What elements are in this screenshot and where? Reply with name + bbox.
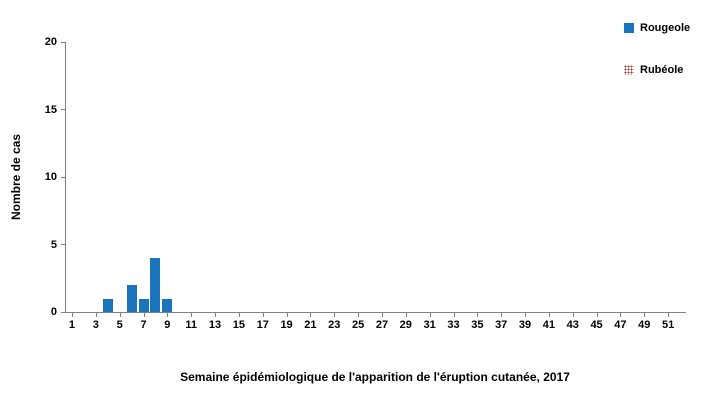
x-tick-mark-25: [358, 313, 360, 317]
x-tick-mark-15: [238, 313, 240, 317]
x-tick-label-47: 47: [614, 319, 627, 331]
x-tick-mark-51: [668, 313, 670, 317]
x-tick-label-5: 5: [116, 319, 123, 331]
x-tick-label-9: 9: [164, 319, 171, 331]
x-tick-label-21: 21: [304, 319, 317, 331]
rougeole-swatch-icon: [624, 23, 634, 33]
x-tick-mark-29: [405, 313, 407, 317]
x-tick-label-39: 39: [518, 319, 532, 331]
rubeole-swatch-icon: [624, 65, 634, 75]
x-tick-label-15: 15: [232, 319, 245, 331]
x-tick-mark-11: [191, 313, 193, 317]
y-tick-mark-5: [61, 244, 65, 245]
y-tick-label-20: 20: [44, 36, 57, 48]
x-axis-title: Semaine épidémiologique de l'apparition …: [180, 370, 570, 384]
x-tick-mark-33: [453, 313, 455, 317]
x-tick-label-17: 17: [256, 319, 269, 331]
legend-label-rubeole: Rubéole: [640, 64, 684, 76]
bar-rougeole-week-8: [150, 258, 161, 312]
y-tick-mark-15: [61, 109, 65, 110]
x-tick-label-37: 37: [495, 319, 508, 331]
bar-rougeole-week-4: [102, 298, 113, 312]
y-axis-title: Nombre de cas: [9, 133, 23, 221]
x-tick-label-49: 49: [638, 319, 651, 331]
x-tick-label-1: 1: [68, 319, 76, 331]
legend-item-rougeole: Rougeole: [624, 22, 690, 34]
legend-label-rougeole: Rougeole: [640, 22, 691, 34]
bar-rougeole-week-9: [162, 298, 173, 312]
x-tick-mark-19: [286, 313, 288, 317]
x-tick-label-7: 7: [140, 319, 147, 331]
y-tick-mark-10: [61, 176, 65, 178]
x-tick-label-51: 51: [661, 319, 675, 331]
x-tick-label-35: 35: [471, 319, 484, 331]
x-tick-label-29: 29: [399, 319, 412, 331]
x-tick-label-33: 33: [447, 319, 460, 331]
x-tick-label-31: 31: [423, 319, 436, 331]
x-tick-mark-47: [620, 313, 622, 317]
x-tick-mark-35: [477, 313, 479, 317]
x-tick-mark-43: [572, 313, 574, 317]
legend-item-rubeole: Rubéole: [624, 64, 683, 76]
y-tick-label-0: 0: [50, 306, 57, 318]
x-tick-mark-49: [644, 313, 646, 317]
x-tick-mark-5: [119, 313, 121, 317]
x-tick-mark-3: [95, 313, 97, 317]
x-tick-label-3: 3: [92, 319, 99, 331]
x-tick-label-45: 45: [590, 319, 603, 331]
x-tick-mark-13: [215, 313, 217, 317]
x-tick-label-11: 11: [185, 319, 198, 331]
x-tick-label-23: 23: [328, 319, 341, 331]
y-tick-label-5: 5: [50, 238, 57, 251]
x-tick-mark-23: [334, 313, 336, 317]
y-tick-mark-0: [61, 311, 65, 313]
x-tick-mark-27: [381, 313, 383, 317]
x-tick-label-19: 19: [280, 319, 293, 331]
x-tick-mark-21: [310, 313, 312, 317]
y-tick-label-10: 10: [44, 171, 57, 183]
y-tick-mark-20: [61, 41, 65, 43]
x-tick-mark-37: [501, 313, 503, 317]
x-tick-label-27: 27: [375, 319, 389, 331]
x-tick-mark-1: [71, 313, 73, 317]
bar-rougeole-week-6: [126, 285, 137, 312]
x-tick-mark-39: [525, 313, 527, 317]
x-tick-label-41: 41: [542, 319, 555, 331]
x-tick-label-43: 43: [566, 319, 579, 331]
x-tick-label-13: 13: [208, 319, 222, 331]
plot-area: 0 5 10 15 20 1 3 5 7 9 11 13 15 17 19 21 23 25 27 29 31 33 35 3…: [45, 36, 686, 331]
x-tick-mark-7: [143, 313, 145, 317]
bar-rougeole-week-7: [138, 298, 149, 312]
x-tick-mark-31: [429, 313, 431, 317]
x-tick-mark-45: [596, 313, 598, 317]
x-tick-mark-41: [548, 313, 550, 317]
x-tick-label-25: 25: [351, 319, 365, 331]
x-tick-mark-17: [262, 313, 264, 317]
y-tick-label-15: 15: [44, 103, 57, 116]
x-tick-mark-9: [167, 313, 169, 317]
